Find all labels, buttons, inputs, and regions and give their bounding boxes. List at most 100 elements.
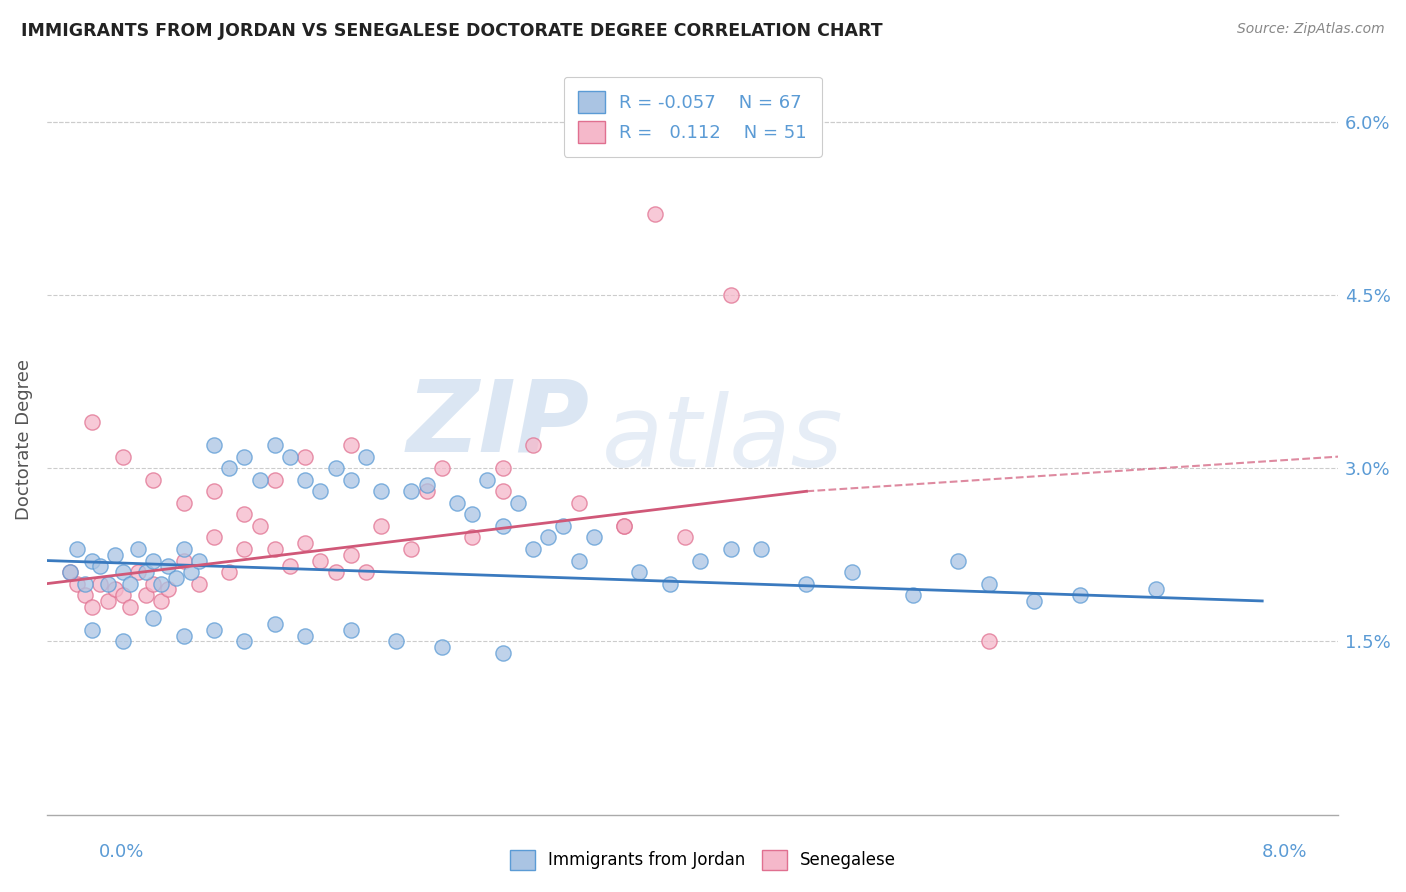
Point — [187, 553, 209, 567]
Point — [142, 576, 165, 591]
Point — [142, 611, 165, 625]
Point — [339, 548, 361, 562]
Point — [294, 473, 316, 487]
Point — [278, 450, 301, 464]
Point — [309, 484, 332, 499]
Point — [59, 565, 82, 579]
Point — [446, 496, 468, 510]
Point — [249, 519, 271, 533]
Point — [59, 565, 82, 579]
Point — [339, 438, 361, 452]
Point — [202, 438, 225, 452]
Point — [689, 553, 711, 567]
Point — [339, 623, 361, 637]
Point — [97, 594, 120, 608]
Point — [82, 553, 104, 567]
Point — [135, 588, 157, 602]
Point — [325, 461, 347, 475]
Point — [385, 634, 408, 648]
Point — [582, 531, 605, 545]
Text: 0.0%: 0.0% — [98, 843, 143, 861]
Point — [506, 496, 529, 510]
Point — [613, 519, 636, 533]
Point — [370, 484, 392, 499]
Text: 8.0%: 8.0% — [1263, 843, 1308, 861]
Text: ZIP: ZIP — [406, 376, 589, 473]
Point — [430, 461, 453, 475]
Point — [461, 508, 484, 522]
Point — [173, 496, 195, 510]
Point — [165, 571, 187, 585]
Point — [97, 576, 120, 591]
Point — [354, 565, 377, 579]
Point — [120, 599, 142, 614]
Point — [66, 541, 89, 556]
Point — [491, 519, 513, 533]
Point — [127, 565, 149, 579]
Point — [461, 531, 484, 545]
Point — [325, 565, 347, 579]
Point — [202, 484, 225, 499]
Text: Source: ZipAtlas.com: Source: ZipAtlas.com — [1237, 22, 1385, 37]
Point — [720, 288, 742, 302]
Point — [149, 576, 172, 591]
Point — [294, 450, 316, 464]
Point — [278, 559, 301, 574]
Point — [82, 623, 104, 637]
Point — [187, 576, 209, 591]
Point — [233, 541, 256, 556]
Point — [233, 634, 256, 648]
Point — [294, 629, 316, 643]
Point — [401, 484, 423, 499]
Point — [111, 450, 134, 464]
Point — [263, 438, 285, 452]
Y-axis label: Doctorate Degree: Doctorate Degree — [15, 359, 32, 520]
Point — [180, 565, 202, 579]
Point — [644, 207, 666, 221]
Point — [149, 594, 172, 608]
Legend: R = -0.057    N = 67, R =   0.112    N = 51: R = -0.057 N = 67, R = 0.112 N = 51 — [564, 77, 821, 157]
Point — [658, 576, 681, 591]
Point — [948, 553, 970, 567]
Point — [430, 640, 453, 654]
Point — [720, 541, 742, 556]
Point — [628, 565, 651, 579]
Point — [82, 415, 104, 429]
Point — [477, 473, 499, 487]
Point — [111, 588, 134, 602]
Point — [294, 536, 316, 550]
Point — [218, 565, 240, 579]
Point — [522, 438, 544, 452]
Point — [104, 582, 127, 597]
Point — [263, 617, 285, 632]
Point — [249, 473, 271, 487]
Point — [309, 553, 332, 567]
Text: atlas: atlas — [602, 391, 844, 488]
Point — [568, 496, 591, 510]
Point — [111, 634, 134, 648]
Point — [415, 484, 437, 499]
Legend: Immigrants from Jordan, Senegalese: Immigrants from Jordan, Senegalese — [503, 843, 903, 877]
Point — [977, 634, 1000, 648]
Point — [157, 582, 180, 597]
Point — [522, 541, 544, 556]
Point — [415, 478, 437, 492]
Point — [491, 646, 513, 660]
Point — [202, 531, 225, 545]
Point — [841, 565, 863, 579]
Point — [1024, 594, 1046, 608]
Point — [142, 553, 165, 567]
Point — [127, 541, 149, 556]
Point — [977, 576, 1000, 591]
Point — [901, 588, 924, 602]
Point — [1144, 582, 1167, 597]
Point — [82, 599, 104, 614]
Point — [173, 541, 195, 556]
Point — [553, 519, 575, 533]
Point — [111, 565, 134, 579]
Point — [89, 576, 111, 591]
Point — [120, 576, 142, 591]
Point — [370, 519, 392, 533]
Point — [173, 629, 195, 643]
Point — [568, 553, 591, 567]
